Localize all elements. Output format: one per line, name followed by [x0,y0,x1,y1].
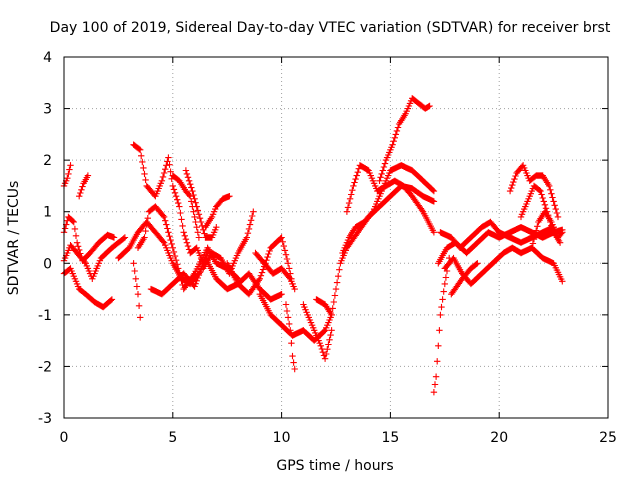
data-track [130,260,144,321]
data-point-marks [130,260,144,321]
y-tick-label: 2 [43,153,52,169]
data-point-marks [506,162,562,221]
data-point-marks [437,218,557,251]
data-point-marks [528,208,566,251]
data-point-marks [202,193,233,231]
data-track [376,95,433,184]
chart-title: Day 100 of 2019, Sidereal Day-to-day VTE… [50,20,611,36]
data-track [202,193,233,231]
data-point-marks [300,301,335,362]
y-tick-label: 3 [43,102,52,118]
data-point-marks [430,254,453,396]
data-track [169,172,203,241]
data-track [60,265,116,311]
data-point-marks [60,213,118,264]
data-track [252,249,298,293]
data-point-marks [282,301,298,373]
data-point-marks [182,167,220,241]
y-axis-label: SDTVAR / TECUs [6,181,22,296]
data-marks [60,95,566,396]
x-tick-label: 5 [168,430,177,446]
data-track [437,218,557,251]
data-track [60,213,118,264]
y-tick-label: -2 [38,359,52,375]
x-tick-labels: 0 5 10 15 20 25 [60,430,617,446]
y-tick-label: 1 [43,205,52,221]
x-tick-label: 10 [273,430,291,446]
x-tick-label: 15 [381,430,399,446]
data-point-marks [343,162,438,236]
data-point-marks [76,172,92,200]
data-track [76,172,92,200]
y-tick-label: -1 [38,308,52,324]
plot-frame [63,56,609,419]
data-track [441,244,566,288]
grid [64,57,608,418]
data-point-marks [441,244,566,288]
data-point-marks [224,234,296,298]
data-point-marks [252,249,298,293]
x-tick-label: 25 [599,430,617,446]
data-track [343,162,438,236]
data-point-marks [60,162,74,190]
x-axis-label: GPS time / hours [276,458,393,474]
data-track [282,301,298,373]
data-point-marks [376,95,433,184]
data-track [130,141,207,267]
data-track [60,162,74,190]
data-point-marks [448,260,481,298]
data-track [448,260,481,298]
y-tick-labels: -3 -2 -1 0 1 2 3 4 [38,50,52,427]
data-point-marks [130,141,207,267]
y-tick-label: 4 [43,50,52,66]
data-track [528,208,566,251]
y-tick-label: 0 [43,256,52,272]
data-track [506,162,562,221]
data-point-marks [60,265,116,311]
y-tick-label: -3 [38,411,52,427]
x-tick-label: 20 [490,430,508,446]
data-track [300,301,335,362]
data-track [182,167,220,241]
data-point-marks [169,172,203,241]
x-tick-label: 0 [60,430,69,446]
data-track [224,234,296,298]
data-track [430,254,453,396]
